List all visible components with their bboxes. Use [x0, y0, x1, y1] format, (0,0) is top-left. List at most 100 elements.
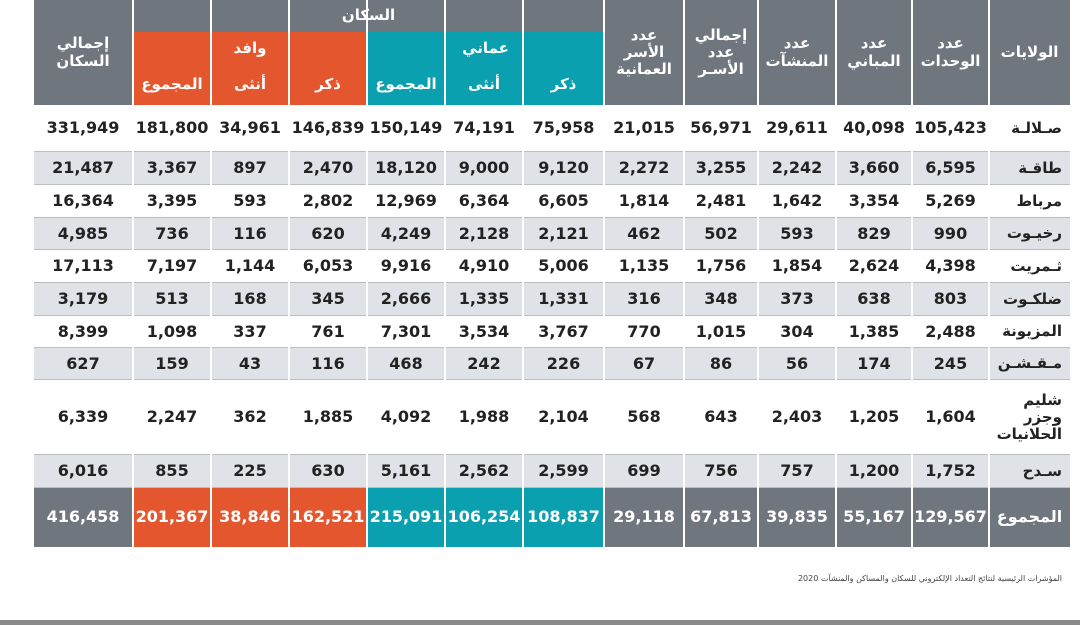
table-cell: 990	[912, 218, 989, 250]
table-cell: 3,367	[133, 152, 211, 185]
table-cell: 2,128	[445, 218, 523, 250]
row-divider	[33, 315, 1070, 316]
table-cell: 3,767	[523, 316, 604, 348]
table-cell: 16,364	[33, 185, 133, 218]
row-divider	[33, 217, 1070, 218]
column-divider	[32, 0, 34, 547]
table-cell: 304	[758, 316, 836, 348]
table-cell: 1,752	[912, 455, 989, 488]
totals-cell: 416,458	[33, 488, 133, 547]
table-cell: 29,611	[758, 105, 836, 152]
header-omani-households: عدد الأسر العمانية	[604, 0, 684, 105]
column-divider	[911, 0, 913, 547]
table-cell: 316	[604, 283, 684, 316]
row-divider	[33, 249, 1070, 250]
table-cell: 34,961	[211, 105, 289, 152]
table-cell: 18,120	[367, 152, 445, 185]
table-cell: 116	[289, 348, 367, 380]
table-cell: 4,398	[912, 250, 989, 283]
table-cell: 2,470	[289, 152, 367, 185]
table-cell: 3,660	[836, 152, 912, 185]
header-wilayat: الولايات	[989, 0, 1070, 105]
table-cell: 6,339	[33, 380, 133, 455]
table-cell: 362	[211, 380, 289, 455]
table-cell: 1,144	[211, 250, 289, 283]
table-cell: 1,604	[912, 380, 989, 455]
table-cell: 345	[289, 283, 367, 316]
table-cell: 43	[211, 348, 289, 380]
table-cell: 462	[604, 218, 684, 250]
totals-cell: 162,521	[289, 488, 367, 547]
table-cell: 86	[684, 348, 758, 380]
table-cell: 897	[211, 152, 289, 185]
table-cell: 638	[836, 283, 912, 316]
wilaya-name: طاقـة	[989, 152, 1070, 185]
row-divider	[33, 487, 1070, 488]
header-population: السكان	[133, 0, 604, 32]
table-cell: 2,272	[604, 152, 684, 185]
table-cell: 9,120	[523, 152, 604, 185]
table-cell: 116	[211, 218, 289, 250]
table-cell: 643	[684, 380, 758, 455]
table-cell: 699	[604, 455, 684, 488]
row-divider	[33, 184, 1070, 185]
table-cell: 2,247	[133, 380, 211, 455]
totals-cell: 38,846	[211, 488, 289, 547]
table-cell: 2,403	[758, 380, 836, 455]
column-divider	[366, 0, 368, 547]
table-cell: 1,814	[604, 185, 684, 218]
table-cell: 855	[133, 455, 211, 488]
table-cell: 150,149	[367, 105, 445, 152]
column-divider	[757, 0, 759, 547]
table-cell: 829	[836, 218, 912, 250]
table-cell: 1,854	[758, 250, 836, 283]
table-cell: 1,200	[836, 455, 912, 488]
totals-cell: 129,567	[912, 488, 989, 547]
table-cell: 7,301	[367, 316, 445, 348]
totals-cell: 201,367	[133, 488, 211, 547]
table-cell: 4,249	[367, 218, 445, 250]
totals-cell: 106,254	[445, 488, 523, 547]
row-divider	[33, 282, 1070, 283]
table-cell: 1,756	[684, 250, 758, 283]
table-cell: 168	[211, 283, 289, 316]
table-cell: 21,015	[604, 105, 684, 152]
header-expat-total: المجموع	[133, 65, 211, 105]
table-cell: 75,958	[523, 105, 604, 152]
table-cell: 4,092	[367, 380, 445, 455]
table-cell: 2,481	[684, 185, 758, 218]
table-cell: 146,839	[289, 105, 367, 152]
header-omani: عماني	[367, 32, 604, 65]
table-cell: 593	[211, 185, 289, 218]
table-cell: 40,098	[836, 105, 912, 152]
wilaya-name: صـلالـة	[989, 105, 1070, 152]
header-omani-male: ذكر	[523, 65, 604, 105]
table-cell: 331,949	[33, 105, 133, 152]
wilaya-name: مـقـشـن	[989, 348, 1070, 380]
table-cell: 1,385	[836, 316, 912, 348]
table-cell: 3,179	[33, 283, 133, 316]
table-cell: 337	[211, 316, 289, 348]
table-cell: 757	[758, 455, 836, 488]
table-cell: 761	[289, 316, 367, 348]
table-cell: 226	[523, 348, 604, 380]
table-cell: 1,205	[836, 380, 912, 455]
wilaya-name: مرباط	[989, 185, 1070, 218]
header-total-population: إجمالي السكان	[33, 0, 133, 105]
table-cell: 1,098	[133, 316, 211, 348]
totals-cell: 29,118	[604, 488, 684, 547]
table-cell: 12,969	[367, 185, 445, 218]
table-cell: 627	[33, 348, 133, 380]
wilaya-name: شليم وجزر الحلانيات	[989, 380, 1070, 455]
table-cell: 245	[912, 348, 989, 380]
column-divider	[835, 0, 837, 547]
table-cell: 56	[758, 348, 836, 380]
table-cell: 2,562	[445, 455, 523, 488]
wilaya-name: ضلكـوت	[989, 283, 1070, 316]
row-divider	[33, 347, 1070, 348]
table-cell: 5,006	[523, 250, 604, 283]
table-cell: 174	[836, 348, 912, 380]
table-cell: 1,015	[684, 316, 758, 348]
table-cell: 3,354	[836, 185, 912, 218]
